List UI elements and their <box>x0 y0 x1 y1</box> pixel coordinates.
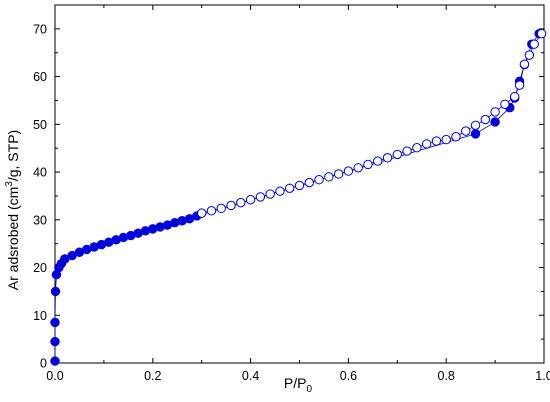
desorption-point <box>412 143 422 153</box>
adsorption-point <box>50 286 61 297</box>
desorption-point <box>500 99 510 109</box>
x-tick-label: 0.0 <box>46 369 63 383</box>
desorption-point <box>524 50 535 60</box>
desorption-point <box>490 107 500 117</box>
adsorption-point <box>50 336 60 347</box>
desorption-point <box>197 208 207 218</box>
desorption-point <box>226 200 236 211</box>
desorption-point <box>519 59 530 69</box>
adsorption-point <box>470 129 481 139</box>
desorption-point <box>275 186 285 196</box>
desorption-point <box>431 136 442 146</box>
desorption-point <box>236 197 246 208</box>
series-line-1 <box>54 33 540 362</box>
y-tick-label: 70 <box>33 22 47 36</box>
y-axis-label-part1: Ar adsrobed (cm <box>5 187 21 290</box>
desorption-point <box>245 195 256 205</box>
desorption-point <box>536 28 547 39</box>
adsorption-point <box>50 317 60 328</box>
desorption-point <box>353 163 363 173</box>
desorption-point <box>509 91 520 102</box>
x-axis-label: P/P0 <box>284 375 313 395</box>
y-tick-label: 60 <box>33 70 47 84</box>
y-tick-label: 40 <box>33 166 47 180</box>
desorption-point <box>255 192 266 202</box>
y-tick-label: 50 <box>33 118 47 132</box>
desorption-point <box>294 180 305 191</box>
desorption-point <box>421 139 432 149</box>
desorption-point <box>514 80 525 90</box>
x-tick-label: 0.6 <box>340 369 357 383</box>
desorption-point <box>470 120 481 130</box>
data-points <box>50 28 547 366</box>
x-tick-label: 1.0 <box>535 369 550 383</box>
x-axis-label-subscript: 0 <box>307 384 313 395</box>
y-axis-label: Ar adsrobed (cm3/g, STP) <box>4 130 21 290</box>
y-axis-label-part2: /g, STP) <box>5 130 21 181</box>
desorption-point <box>285 183 295 193</box>
y-tick-label: 30 <box>33 213 47 227</box>
adsorption-point <box>490 117 500 127</box>
desorption-point <box>363 159 373 170</box>
series-line-2 <box>201 33 542 214</box>
desorption-point <box>461 126 471 136</box>
desorption-point <box>441 134 451 145</box>
axes-group: 0.0 0.2 0.4 0.6 0.8 1.0 0 10 20 30 40 50 60 70 <box>33 4 550 383</box>
y-axis-label-superscript: 3 <box>4 181 15 187</box>
series-lines <box>54 33 542 362</box>
desorption-point <box>206 206 217 216</box>
desorption-point <box>314 175 324 185</box>
desorption-point <box>451 132 461 142</box>
desorption-point <box>392 149 402 160</box>
x-tick-label: 0.2 <box>144 369 161 383</box>
x-axis-label-main: P/P <box>284 375 307 391</box>
y-tick-label: 10 <box>33 309 47 323</box>
y-tick-label: 20 <box>33 261 47 275</box>
desorption-point <box>382 153 393 163</box>
desorption-point <box>402 146 412 156</box>
y-tick-label: 0 <box>40 357 47 371</box>
desorption-point <box>480 114 491 125</box>
adsorption-point <box>50 356 60 366</box>
x-tick-label: 0.4 <box>242 369 259 383</box>
desorption-point <box>373 156 383 166</box>
desorption-point <box>304 177 314 188</box>
x-tick-label: 0.8 <box>438 369 455 383</box>
desorption-point <box>324 172 334 182</box>
desorption-point <box>216 203 226 214</box>
desorption-point <box>343 166 354 176</box>
desorption-point <box>333 169 344 179</box>
desorption-point <box>529 39 539 49</box>
desorption-point <box>265 189 275 199</box>
